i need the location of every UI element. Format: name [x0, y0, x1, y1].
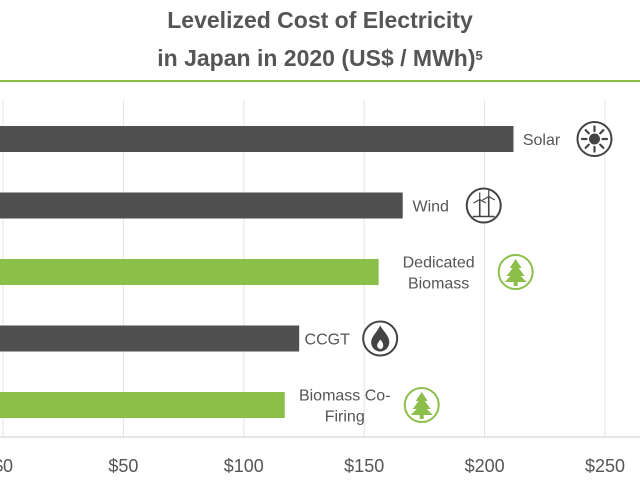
flame-inner	[377, 339, 384, 349]
bar	[0, 259, 379, 285]
category-label: Firing	[325, 409, 365, 426]
flame-outer	[371, 325, 390, 352]
bar	[0, 126, 514, 152]
sun-ray	[584, 129, 590, 135]
category-label: Dedicated	[403, 255, 475, 272]
turbine-blade	[488, 195, 496, 201]
x-tick-label: $100	[224, 456, 264, 476]
chart-title-line-1: Levelized Cost of Electricity	[167, 7, 473, 33]
flame-icon	[362, 320, 399, 357]
bar	[0, 325, 300, 352]
sun-ray	[599, 129, 605, 135]
tree-icon	[497, 254, 534, 290]
bar	[0, 192, 403, 219]
x-tick-label: $250	[585, 456, 625, 476]
x-tick-label: $200	[465, 456, 505, 476]
x-tick-label: $150	[344, 456, 384, 476]
category-label: CCGT	[305, 332, 351, 349]
title-footnote-marker: 5	[475, 48, 483, 63]
sun-core	[588, 133, 600, 145]
turbine-blade	[482, 195, 490, 201]
chart-title-line-2: in Japan in 2020 (US$ / MWh)5	[0, 44, 640, 72]
title-divider	[0, 80, 640, 82]
x-tick-label: $0	[0, 456, 13, 476]
turbine-blade	[479, 198, 487, 204]
category-label: Biomass Co-	[299, 388, 391, 405]
tree-shape	[410, 392, 433, 419]
category-label: Solar	[523, 132, 561, 149]
category-label: Wind	[413, 199, 449, 216]
bar	[0, 392, 285, 418]
turbine-blade	[473, 198, 481, 204]
tree-icon	[403, 387, 440, 423]
wind-turbine-icon	[465, 187, 502, 224]
sun-icon	[576, 121, 613, 157]
chart-title-line-2-text: in Japan in 2020 (US$ / MWh)	[157, 45, 476, 71]
sun-ray	[599, 143, 605, 149]
sun-ray	[584, 143, 590, 149]
x-tick-label: $50	[108, 456, 138, 476]
icon-ring	[465, 187, 502, 224]
tree-shape	[504, 259, 527, 286]
category-label: Biomass	[408, 276, 469, 293]
